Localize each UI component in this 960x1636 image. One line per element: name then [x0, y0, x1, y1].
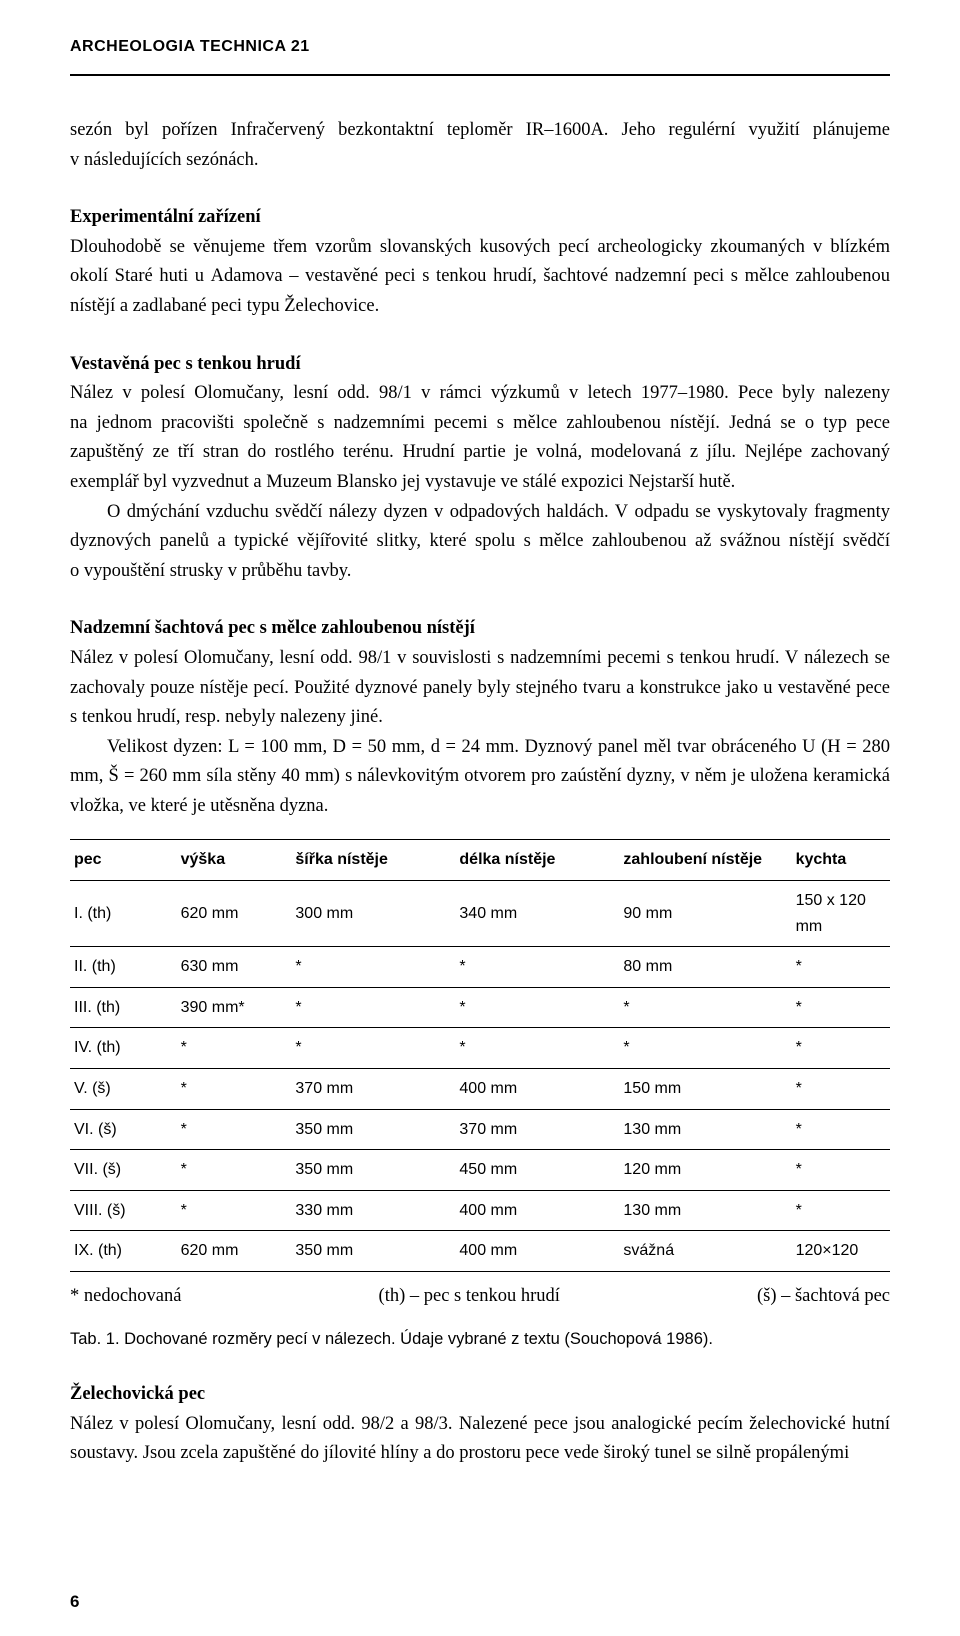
table-cell: *	[177, 1069, 292, 1110]
table-row: IX. (th)620 mm350 mm400 mmsvážná120×120	[70, 1231, 890, 1272]
table-cell: 350 mm	[291, 1109, 455, 1150]
table-cell: 120 mm	[619, 1150, 791, 1191]
table-legend: * nedochovaná (th) – pec s tenkou hrudí …	[70, 1282, 890, 1312]
table-cell: 350 mm	[291, 1150, 455, 1191]
paragraph: O dmýchání vzduchu svědčí nálezy dyzen v…	[70, 498, 890, 587]
table-cell: 620 mm	[177, 881, 292, 947]
table-cell: 630 mm	[177, 947, 292, 988]
page-number: 6	[70, 1592, 79, 1612]
table-cell: I. (th)	[70, 881, 177, 947]
table-cell: IV. (th)	[70, 1028, 177, 1069]
table-header-row: pecvýškašířka nístějedélka nístějezahlou…	[70, 840, 890, 881]
table-cell: 370 mm	[291, 1069, 455, 1110]
table-cell: *	[291, 987, 455, 1028]
legend-a: * nedochovaná	[70, 1282, 181, 1312]
table-cell: *	[455, 987, 619, 1028]
table-row: V. (š)*370 mm400 mm150 mm*	[70, 1069, 890, 1110]
table-cell: 80 mm	[619, 947, 791, 988]
table-cell: 90 mm	[619, 881, 791, 947]
table-cell: 130 mm	[619, 1190, 791, 1231]
table-cell: *	[792, 1069, 890, 1110]
table-header-cell: pec	[70, 840, 177, 881]
table-cell: II. (th)	[70, 947, 177, 988]
table-cell: V. (š)	[70, 1069, 177, 1110]
table-row: VIII. (š)*330 mm400 mm130 mm*	[70, 1190, 890, 1231]
table-cell: *	[177, 1190, 292, 1231]
table-row: VI. (š)*350 mm370 mm130 mm*	[70, 1109, 890, 1150]
dimensions-table: pecvýškašířka nístějedélka nístějezahlou…	[70, 839, 890, 1272]
table-header-cell: výška	[177, 840, 292, 881]
table-cell: 370 mm	[455, 1109, 619, 1150]
legend-b: (th) – pec s tenkou hrudí	[379, 1282, 560, 1312]
heading-experiment: Experimentální zařízení	[70, 203, 890, 233]
heading-vestavena: Vestavěná pec s tenkou hrudí	[70, 350, 890, 380]
heading-zelechovicka: Želechovická pec	[70, 1380, 890, 1410]
table-cell: *	[792, 1150, 890, 1191]
table-header-cell: zahloubení nístěje	[619, 840, 791, 881]
table-cell: *	[455, 947, 619, 988]
table-cell: 130 mm	[619, 1109, 791, 1150]
table-cell: 340 mm	[455, 881, 619, 947]
table-cell: *	[177, 1028, 292, 1069]
top-rule	[70, 74, 890, 76]
table-cell: *	[792, 987, 890, 1028]
paragraph: Dlouhodobě se věnujeme třem vzorům slova…	[70, 233, 890, 322]
table-cell: VII. (š)	[70, 1150, 177, 1191]
table-cell: 300 mm	[291, 881, 455, 947]
table-row: VII. (š)*350 mm450 mm120 mm*	[70, 1150, 890, 1191]
table-cell: *	[792, 1109, 890, 1150]
paragraph: Nález v polesí Olomučany, lesní odd. 98/…	[70, 379, 890, 497]
table-cell: 120×120	[792, 1231, 890, 1272]
running-head: ARCHEOLOGIA TECHNICA 21	[70, 38, 890, 56]
paragraph-cont: sezón byl pořízen Infračervený bezkontak…	[70, 116, 890, 175]
table-cell: *	[177, 1109, 292, 1150]
legend-c: (š) – šachtová pec	[757, 1282, 890, 1312]
table-cell: 150 mm	[619, 1069, 791, 1110]
table-header-cell: kychta	[792, 840, 890, 881]
table-cell: 450 mm	[455, 1150, 619, 1191]
paragraph: Velikost dyzen: L = 100 mm, D = 50 mm, d…	[70, 733, 890, 822]
table-cell: *	[177, 1150, 292, 1191]
table-row: IV. (th)*****	[70, 1028, 890, 1069]
table-cell: *	[619, 987, 791, 1028]
table-cell: *	[455, 1028, 619, 1069]
table-cell: IX. (th)	[70, 1231, 177, 1272]
table-cell: 150 x 120 mm	[792, 881, 890, 947]
table-cell: 390 mm*	[177, 987, 292, 1028]
table-cell: 400 mm	[455, 1231, 619, 1272]
paragraph: Nález v polesí Olomučany, lesní odd. 98/…	[70, 1410, 890, 1469]
table-cell: *	[619, 1028, 791, 1069]
table-cell: 350 mm	[291, 1231, 455, 1272]
table-cell: VI. (š)	[70, 1109, 177, 1150]
table-cell: III. (th)	[70, 987, 177, 1028]
table-cell: *	[792, 1028, 890, 1069]
table-cell: *	[291, 1028, 455, 1069]
heading-nadzemni: Nadzemní šachtová pec s mělce zahloubeno…	[70, 614, 890, 644]
table-cell: *	[792, 1190, 890, 1231]
table-row: I. (th)620 mm300 mm340 mm90 mm150 x 120 …	[70, 881, 890, 947]
table-cell: *	[291, 947, 455, 988]
table-cell: 330 mm	[291, 1190, 455, 1231]
table-header-cell: šířka nístěje	[291, 840, 455, 881]
table-row: III. (th)390 mm*****	[70, 987, 890, 1028]
table-caption: Tab. 1. Dochované rozměry pecí v nálezec…	[70, 1326, 890, 1352]
table-cell: *	[792, 947, 890, 988]
table-cell: 620 mm	[177, 1231, 292, 1272]
table-cell: VIII. (š)	[70, 1190, 177, 1231]
table-cell: 400 mm	[455, 1069, 619, 1110]
paragraph: Nález v polesí Olomučany, lesní odd. 98/…	[70, 644, 890, 733]
table-cell: 400 mm	[455, 1190, 619, 1231]
table-cell: svážná	[619, 1231, 791, 1272]
table-header-cell: délka nístěje	[455, 840, 619, 881]
table-row: II. (th)630 mm**80 mm*	[70, 947, 890, 988]
